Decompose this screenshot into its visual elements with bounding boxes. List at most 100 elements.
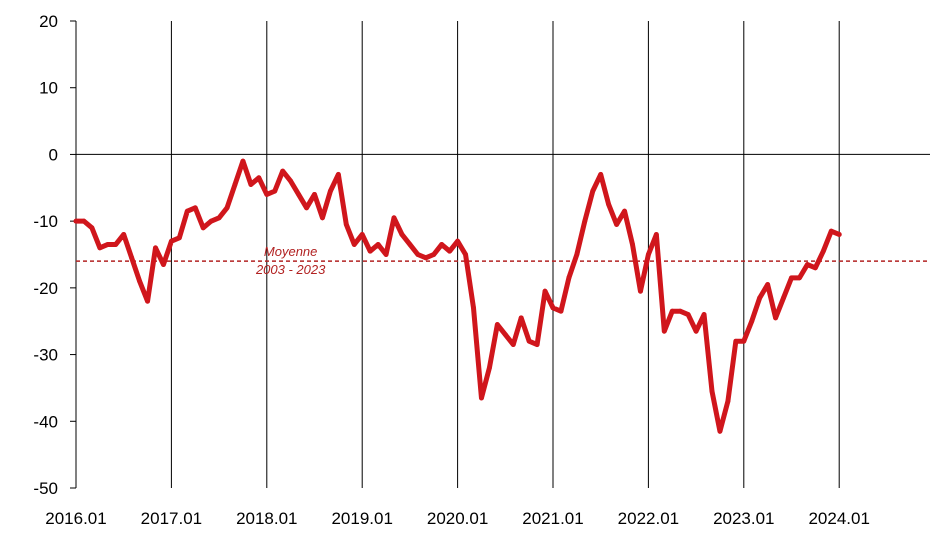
- data-point: [693, 328, 699, 334]
- data-point: [669, 308, 675, 314]
- data-point: [351, 242, 357, 247]
- y-tick-label: 10: [39, 79, 58, 98]
- data-point: [328, 188, 333, 194]
- x-tick-label: 2024.01: [808, 509, 869, 528]
- data-point: [653, 232, 659, 237]
- data-point: [208, 218, 214, 224]
- data-point: [296, 192, 301, 197]
- data-point: [614, 222, 619, 227]
- reference-label-line1: Moyenne: [264, 244, 317, 259]
- data-point: [407, 242, 413, 247]
- data-point: [757, 295, 763, 301]
- data-point: [463, 252, 468, 257]
- data-point: [256, 175, 262, 181]
- data-point: [176, 235, 182, 241]
- data-point: [129, 255, 135, 261]
- data-point: [725, 398, 731, 404]
- y-tick-label: -20: [33, 279, 58, 298]
- y-tick-label: -30: [33, 346, 58, 365]
- data-point: [574, 252, 580, 257]
- data-point: [455, 238, 460, 244]
- data-point: [312, 192, 317, 197]
- data-point: [431, 252, 437, 257]
- data-point: [113, 242, 119, 247]
- data-point: [240, 158, 246, 164]
- data-point: [502, 332, 508, 337]
- data-point: [701, 312, 707, 317]
- data-point: [161, 262, 166, 267]
- data-point: [479, 395, 484, 401]
- data-point: [81, 218, 87, 224]
- data-point: [606, 202, 612, 207]
- reference-label-line2: 2003 - 2023: [255, 262, 326, 277]
- data-point: [367, 248, 373, 254]
- data-point: [391, 215, 397, 221]
- x-axis-ticks: 2016.01 2017.01 2018.01 2019.01 2020.01 2021.…: [45, 509, 870, 528]
- y-axis-ticks: 20 10 0 -10 -20 -30 -40 -50: [33, 12, 76, 498]
- y-tick-label: -10: [33, 212, 58, 231]
- data-point: [184, 208, 190, 214]
- data-point: [820, 248, 826, 254]
- data-point: [224, 205, 230, 211]
- data-point: [741, 338, 747, 344]
- data-point: [550, 305, 556, 311]
- data-point: [797, 275, 802, 281]
- data-point: [169, 238, 174, 244]
- data-point: [789, 275, 794, 281]
- data-point: [622, 208, 627, 214]
- data-point: [192, 205, 198, 211]
- data-point: [264, 192, 270, 197]
- data-point: [661, 328, 667, 334]
- data-point: [304, 205, 309, 211]
- data-point: [439, 242, 445, 247]
- data-point: [137, 278, 143, 284]
- data-point: [566, 275, 572, 281]
- data-point: [272, 188, 278, 194]
- data-point: [598, 172, 604, 177]
- data-point: [733, 338, 739, 344]
- data-point: [677, 308, 683, 314]
- data-point: [836, 232, 842, 237]
- data-point: [153, 245, 158, 251]
- data-point: [248, 182, 254, 187]
- data-point: [494, 322, 500, 327]
- data-point: [415, 252, 421, 257]
- data-point: [343, 222, 349, 227]
- data-point: [280, 168, 286, 174]
- data-point: [709, 388, 715, 394]
- data-point: [534, 342, 540, 347]
- data-point: [590, 188, 596, 194]
- data-point: [105, 242, 111, 247]
- data-point: [765, 282, 771, 287]
- data-point: [582, 218, 588, 224]
- data-point: [73, 218, 79, 224]
- x-tick-label: 2020.01: [427, 509, 488, 528]
- data-point: [121, 232, 127, 237]
- data-point: [646, 252, 651, 257]
- x-tick-label: 2022.01: [618, 509, 679, 528]
- x-tick-label: 2019.01: [331, 509, 392, 528]
- data-point: [471, 305, 476, 311]
- data-point: [749, 318, 755, 324]
- x-tick-label: 2023.01: [713, 509, 774, 528]
- data-point: [145, 298, 150, 304]
- data-point: [526, 338, 532, 344]
- data-point: [828, 228, 834, 234]
- y-tick-label: 0: [49, 145, 58, 164]
- y-tick-label: -50: [33, 479, 58, 498]
- data-point: [359, 232, 365, 237]
- x-tick-label: 2018.01: [236, 509, 297, 528]
- data-point: [638, 288, 643, 294]
- data-point: [773, 315, 778, 321]
- data-point: [510, 342, 516, 347]
- data-point: [89, 225, 95, 231]
- data-point: [518, 315, 524, 321]
- data-point: [383, 252, 389, 257]
- series-points: [73, 158, 842, 434]
- data-point: [685, 312, 691, 317]
- y-tick-label: 20: [39, 12, 58, 31]
- data-point: [399, 232, 405, 237]
- x-tick-label: 2016.01: [45, 509, 106, 528]
- data-point: [805, 262, 810, 267]
